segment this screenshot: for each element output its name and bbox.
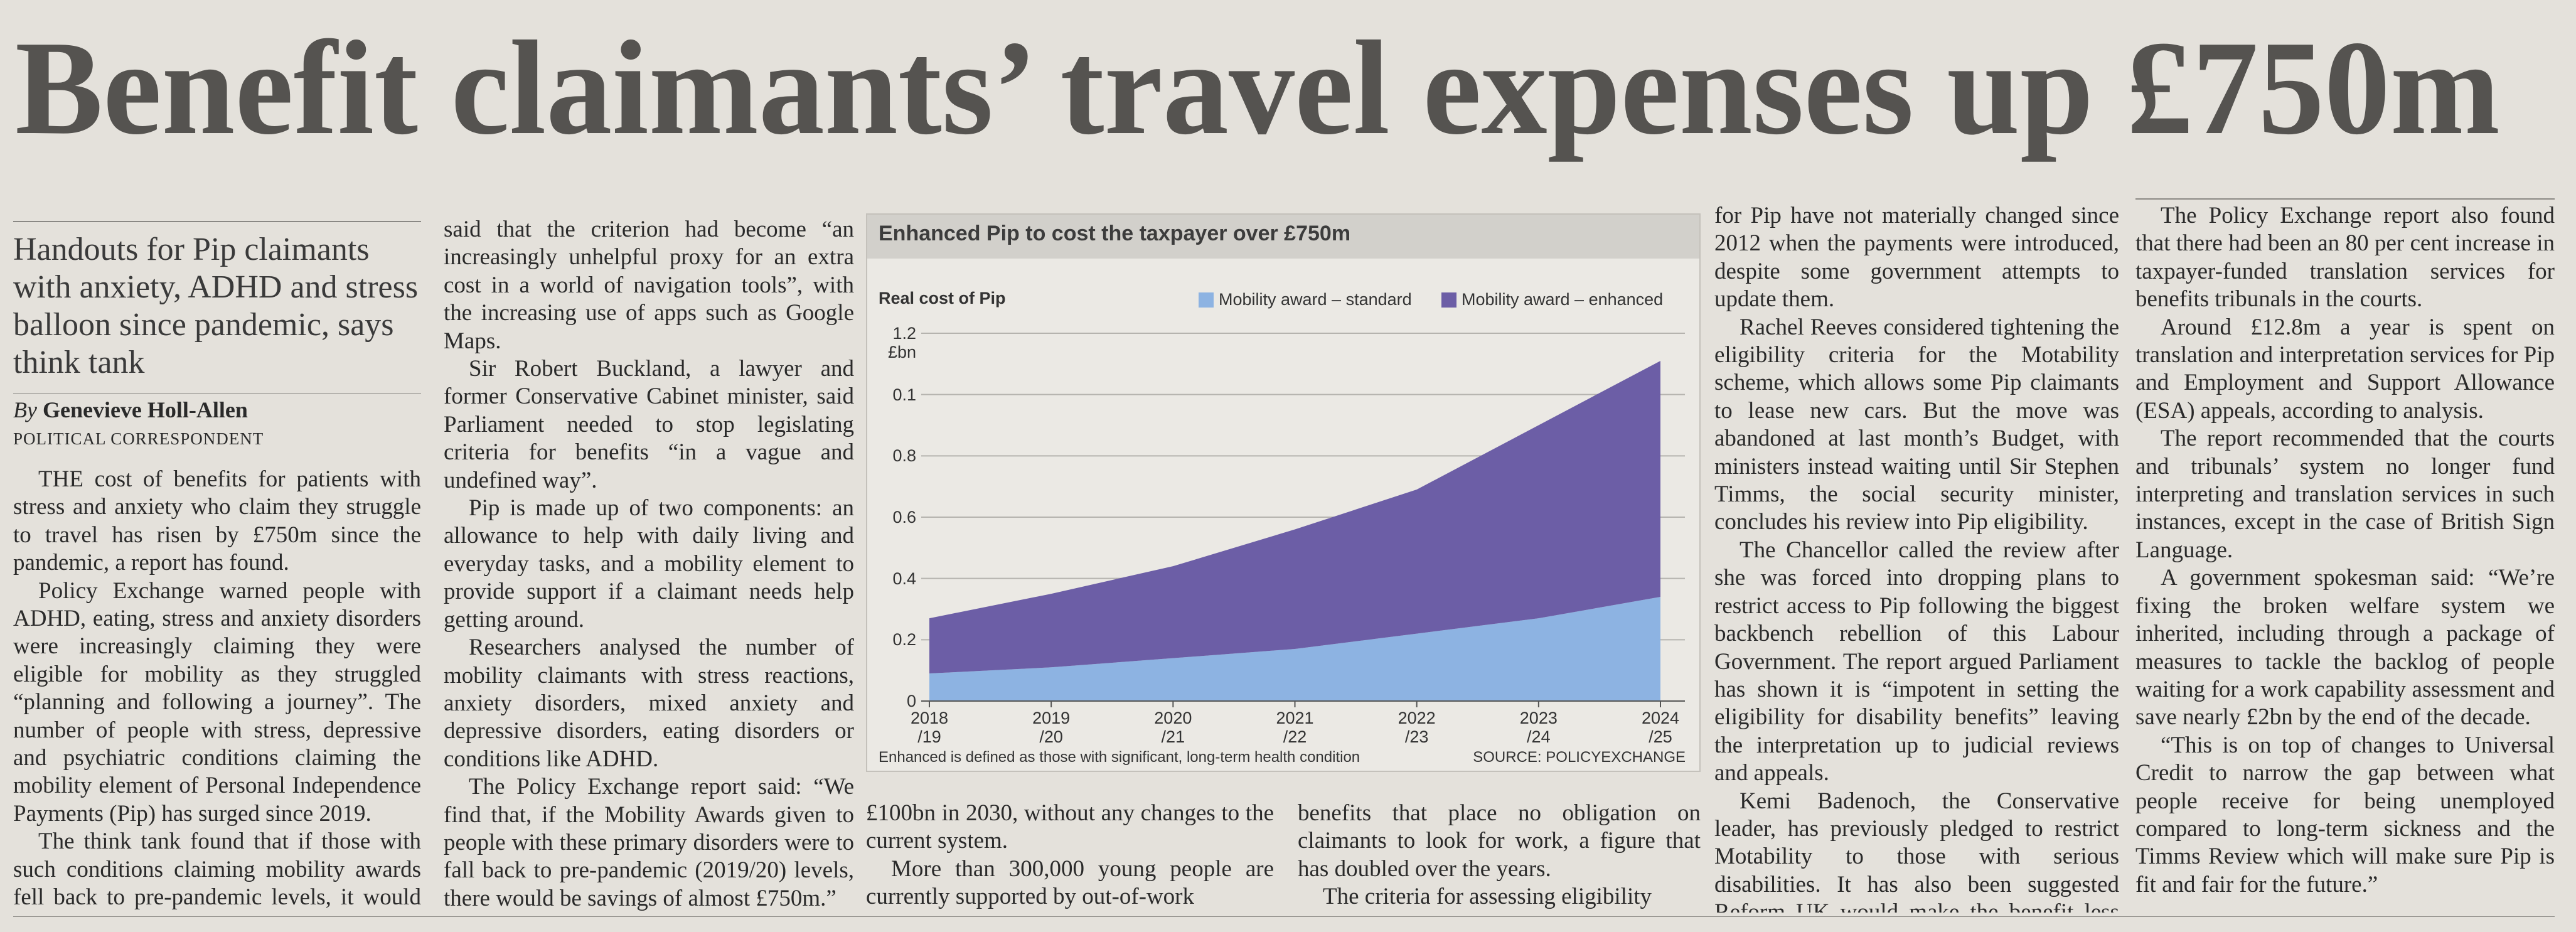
x-tick-label: 2020 /21 [1154, 709, 1192, 746]
paragraph: A government spokesman said: “We’re fixi… [2135, 565, 2555, 731]
paragraph: Sir Robert Buckland, a lawyer and former… [444, 356, 854, 493]
chart-title: Enhanced Pip to cost the taxpayer over £… [879, 222, 1351, 245]
paragraph: The Policy Exchange report said: “We fin… [444, 774, 854, 911]
y-tick-label: 0 [906, 692, 916, 710]
headline: Benefit claimants’ travel expenses up £7… [15, 13, 2500, 163]
column: benefits that place no obligation on cla… [1298, 800, 1701, 913]
standfirst: Handouts for Pip claimants with anxiety,… [13, 232, 419, 380]
paragraph: Pip is made up of two components: an all… [444, 495, 854, 633]
rule [13, 393, 421, 394]
column: said that the criterion had become “an i… [444, 216, 854, 913]
y-tick-label: 0.4 [892, 569, 916, 588]
x-tick-label: 2019 /20 [1032, 709, 1071, 746]
paragraph: said that the criterion had become “an i… [444, 217, 854, 354]
y-axis-label: Real cost of Pip [879, 289, 1006, 308]
paragraph: Kemi Badenoch, the Conservative leader, … [1714, 788, 2119, 913]
area [929, 360, 1660, 674]
paragraph: THE cost of benefits for patients with s… [13, 466, 421, 576]
rule [13, 221, 421, 222]
paragraph: The think tank found that if those with … [13, 828, 421, 913]
column: THE cost of benefits for patients with s… [13, 466, 421, 913]
x-tick-label: 2024 /25 [1641, 709, 1680, 746]
y-tick-label: 0.8 [892, 446, 916, 466]
paragraph: £100bn in 2030, without any changes to t… [866, 800, 1274, 854]
paragraph: More than 300,000 young people are curre… [866, 855, 1274, 910]
byline: By Genevieve Holl-Allen [13, 397, 248, 423]
column: for Pip have not materially changed sinc… [1714, 202, 2119, 913]
y-tick-label: 1.2 £bn [887, 324, 916, 362]
chart-title-bar [867, 215, 1699, 259]
byline-role: POLITICAL CORRESPONDENT [13, 429, 264, 448]
paragraph: The Policy Exchange report also found th… [2135, 203, 2555, 313]
paragraph: “This is on top of changes to Universal … [2135, 732, 2555, 897]
paragraph: Researchers analysed the number of mobil… [444, 635, 854, 772]
paragraph: Rachel Reeves considered tightening the … [1714, 314, 2119, 535]
area [929, 596, 1660, 701]
rule [13, 916, 2555, 917]
legend-label: Mobility award – standard [1219, 290, 1412, 309]
paragraph: Policy Exchange warned people with ADHD,… [13, 577, 421, 827]
headline-box: Benefit claimants’ travel expenses up £7… [15, 13, 2500, 163]
legend-label: Mobility award – enhanced [1462, 290, 1664, 309]
byline-name: Genevieve Holl-Allen [42, 397, 248, 422]
paragraph: The Chancellor called the review after s… [1714, 537, 2119, 786]
column: £100bn in 2030, without any changes to t… [866, 800, 1274, 913]
y-tick-label: 0.2 [892, 630, 916, 650]
x-tick-label: 2022 /23 [1398, 709, 1436, 746]
paragraph: The report recommended that the courts a… [2135, 426, 2555, 563]
legend-swatch [1199, 292, 1214, 308]
chart-note: Enhanced is defined as those with signif… [879, 749, 1360, 766]
paragraph: Around £12.8m a year is spent on transla… [2135, 314, 2555, 424]
plot [921, 292, 1685, 707]
column: The Policy Exchange report also found th… [2135, 202, 2555, 913]
rule [2135, 198, 2555, 200]
legend-swatch [1441, 292, 1456, 308]
paragraph: benefits that place no obligation on cla… [1298, 800, 1701, 882]
paragraph: The criteria for assessing eligibility [1323, 884, 1652, 910]
paragraph: for Pip have not materially changed sinc… [1714, 203, 2119, 313]
y-tick-label: 0.6 [892, 508, 916, 527]
x-tick-label: 2018 /19 [910, 709, 949, 746]
x-tick-label: 2021 /22 [1276, 709, 1314, 746]
x-tick-label: 2023 /24 [1519, 709, 1558, 746]
y-tick-label: 0.1 [892, 385, 916, 404]
byline-by: By [13, 397, 37, 422]
chart-source: SOURCE: POLICYEXCHANGE [1473, 749, 1686, 766]
chart: Enhanced Pip to cost the taxpayer over £… [866, 213, 1701, 772]
